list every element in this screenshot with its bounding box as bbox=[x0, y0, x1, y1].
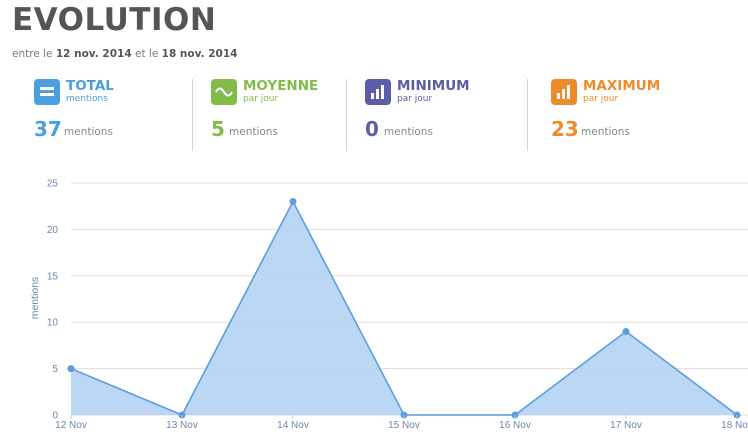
x-axis: 12 Nov 13 Nov 14 Nov 15 Nov 16 Nov 17 Nov 18 N… bbox=[55, 415, 748, 431]
stat-minimum-value: 0 bbox=[365, 117, 379, 141]
data-point bbox=[289, 198, 297, 206]
x-tick-label: 16 Nov bbox=[499, 420, 531, 431]
area-fill bbox=[71, 201, 737, 415]
x-tick-label: 14 Nov bbox=[277, 420, 309, 431]
wave-icon bbox=[211, 79, 237, 105]
stat-total-unit: mentions bbox=[64, 126, 113, 138]
stat-moyenne-unit: mentions bbox=[229, 126, 278, 138]
date-range: entre le 12 nov. 2014 et le 18 nov. 2014 bbox=[12, 48, 237, 60]
x-tick-label: 15 Nov bbox=[388, 420, 420, 431]
date-end: 18 nov. 2014 bbox=[161, 48, 238, 60]
y-tick-label: 10 bbox=[47, 318, 59, 329]
stat-divider bbox=[346, 79, 347, 151]
x-tick-label: 13 Nov bbox=[166, 420, 198, 431]
stat-maximum-label: MAXIMUM bbox=[583, 78, 661, 94]
stat-divider bbox=[527, 79, 528, 151]
x-tick-label: 18 Nov bbox=[721, 420, 748, 431]
y-axis: 0 5 10 15 20 25 bbox=[47, 179, 59, 422]
page-title: EVOLUTION bbox=[12, 2, 217, 38]
stat-maximum-unit: mentions bbox=[581, 126, 630, 138]
y-tick-label: 20 bbox=[47, 225, 59, 236]
y-tick-label: 0 bbox=[52, 411, 58, 422]
x-tick-label: 12 Nov bbox=[55, 420, 87, 431]
stat-moyenne-label: MOYENNE bbox=[243, 78, 319, 94]
stat-total-value: 37 bbox=[34, 117, 62, 141]
stat-moyenne-sub: par jour bbox=[243, 94, 279, 104]
x-tick-label: 17 Nov bbox=[610, 420, 642, 431]
date-start: 12 nov. 2014 bbox=[55, 48, 132, 60]
stat-total-sub: mentions bbox=[66, 94, 108, 104]
stat-moyenne-value: 5 bbox=[211, 117, 225, 141]
y-tick-label: 15 bbox=[47, 271, 59, 282]
stat-minimum-label: MINIMUM bbox=[397, 78, 470, 94]
stat-moyenne: MOYENNE par jour 5 mentions bbox=[211, 78, 351, 152]
stat-minimum-sub: par jour bbox=[397, 94, 433, 104]
date-range-mid: et le bbox=[135, 48, 159, 60]
data-point bbox=[622, 327, 630, 335]
stat-divider bbox=[192, 79, 193, 151]
mentions-area-chart: 0 5 10 15 20 25 12 Nov 13 Nov 14 Nov 15 Nov 16 No… bbox=[29, 179, 748, 431]
date-range-prefix: entre le bbox=[12, 48, 53, 60]
stat-total-label: TOTAL bbox=[66, 78, 114, 94]
y-tick-label: 5 bbox=[52, 364, 58, 375]
stat-total: TOTAL mentions 37 mentions bbox=[34, 78, 184, 152]
bars-icon bbox=[551, 79, 577, 105]
stat-minimum: MINIMUM par jour 0 mentions bbox=[365, 78, 515, 152]
equals-icon bbox=[34, 79, 60, 105]
y-tick-label: 25 bbox=[47, 179, 59, 190]
stat-maximum-sub: par jour bbox=[583, 94, 619, 104]
stat-maximum: MAXIMUM par jour 23 mentions bbox=[551, 78, 701, 152]
stat-minimum-unit: mentions bbox=[384, 126, 433, 138]
data-point bbox=[67, 365, 75, 373]
stat-maximum-value: 23 bbox=[551, 117, 579, 141]
chart-series bbox=[67, 198, 741, 419]
bars-icon bbox=[365, 79, 391, 105]
y-axis-label: mentions bbox=[29, 277, 41, 320]
